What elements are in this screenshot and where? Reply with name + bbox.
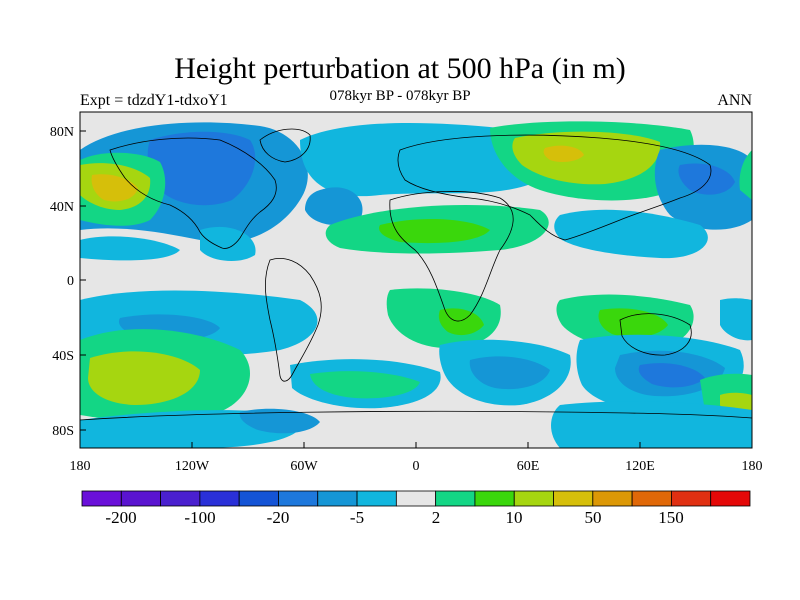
colorbar-box [631,490,672,507]
colorbar-box [199,490,240,507]
field-dateline-green [739,150,752,200]
colorbar-box [513,490,554,507]
lon-tick-120w: 120W [175,459,210,474]
field-north-atlantic-cyan [300,123,548,197]
field-pacific-cyan [80,236,180,261]
field-south-atlantic-high-green [310,371,420,399]
season-label: ANN [717,92,752,109]
field-australia-bright [598,308,668,338]
field-siberia-lime [512,131,661,185]
lat-tick-80n: 80N [50,125,74,140]
colorbar-box [278,490,319,507]
colorbar-label: -100 [184,508,215,527]
plot-title: Height perturbation at 500 hPa (in m) [174,52,626,85]
colorbar-box [317,490,358,507]
colorbar-label: 10 [506,508,523,527]
field-south-indian-sky [469,356,550,390]
field-alaska-yellow [91,174,138,202]
lon-tick-180e: 180 [742,459,763,474]
field-south-africa-bright [438,308,484,336]
field-dateline-south-cyan [720,298,752,341]
colorbar-box [395,490,437,507]
lat-tick-40n: 40N [50,200,74,215]
field-atlantic-sky [305,187,363,226]
contour-field [80,112,752,448]
colorbar-label: -200 [105,508,136,527]
lon-tick-60e: 60E [517,459,540,474]
colorbar-box [710,490,751,507]
colorbar-box [120,490,161,507]
coastlines [80,128,752,421]
lon-axis: 180 120W 60W 0 60E 120E 180 [70,442,763,474]
colorbar-box [238,490,279,507]
field-south-pacific-lime [88,351,200,405]
field-india-cyan [554,209,708,259]
lon-tick-180w: 180 [70,459,91,474]
colorbar-label: -5 [350,508,364,527]
lon-tick-60w: 60W [290,459,318,474]
colorbar-labels: -200 -100 -20 -5 2 10 50 150 [105,508,683,527]
colorbar [81,490,751,507]
lon-tick-0: 0 [413,459,420,474]
colorbar-box [81,490,122,507]
field-north-america-darkblue [147,131,256,206]
colorbar-label: -20 [267,508,290,527]
colorbar-box [553,490,594,507]
field-north-pacific-east-blue [678,163,735,195]
plot-subtitle: 078kyr BP - 078kyr BP [329,88,471,104]
colorbar-label: 50 [585,508,602,527]
lat-axis: 80N 40N 0 40S 80S [50,125,86,439]
field-antarctic-east-cyan [551,401,752,448]
colorbar-label: 2 [432,508,441,527]
lat-tick-80s: 80S [52,424,74,439]
field-antarctic-sky [239,408,320,434]
lat-tick-0: 0 [67,274,74,289]
colorbar-box [356,490,397,507]
experiment-label: Expt = tdzdY1-tdxoY1 [80,92,228,109]
field-southern-ocean-blue [638,363,705,388]
field-sahara-bright [379,218,490,244]
colorbar-box [435,490,476,507]
lon-tick-120e: 120E [625,459,655,474]
lat-tick-40s: 40S [52,349,74,364]
colorbar-box [474,490,515,507]
field-siberia-yellow [543,145,584,163]
colorbar-box [592,490,633,507]
colorbar-box [160,490,201,507]
colorbar-label: 150 [658,508,684,527]
colorbar-box [671,490,712,507]
